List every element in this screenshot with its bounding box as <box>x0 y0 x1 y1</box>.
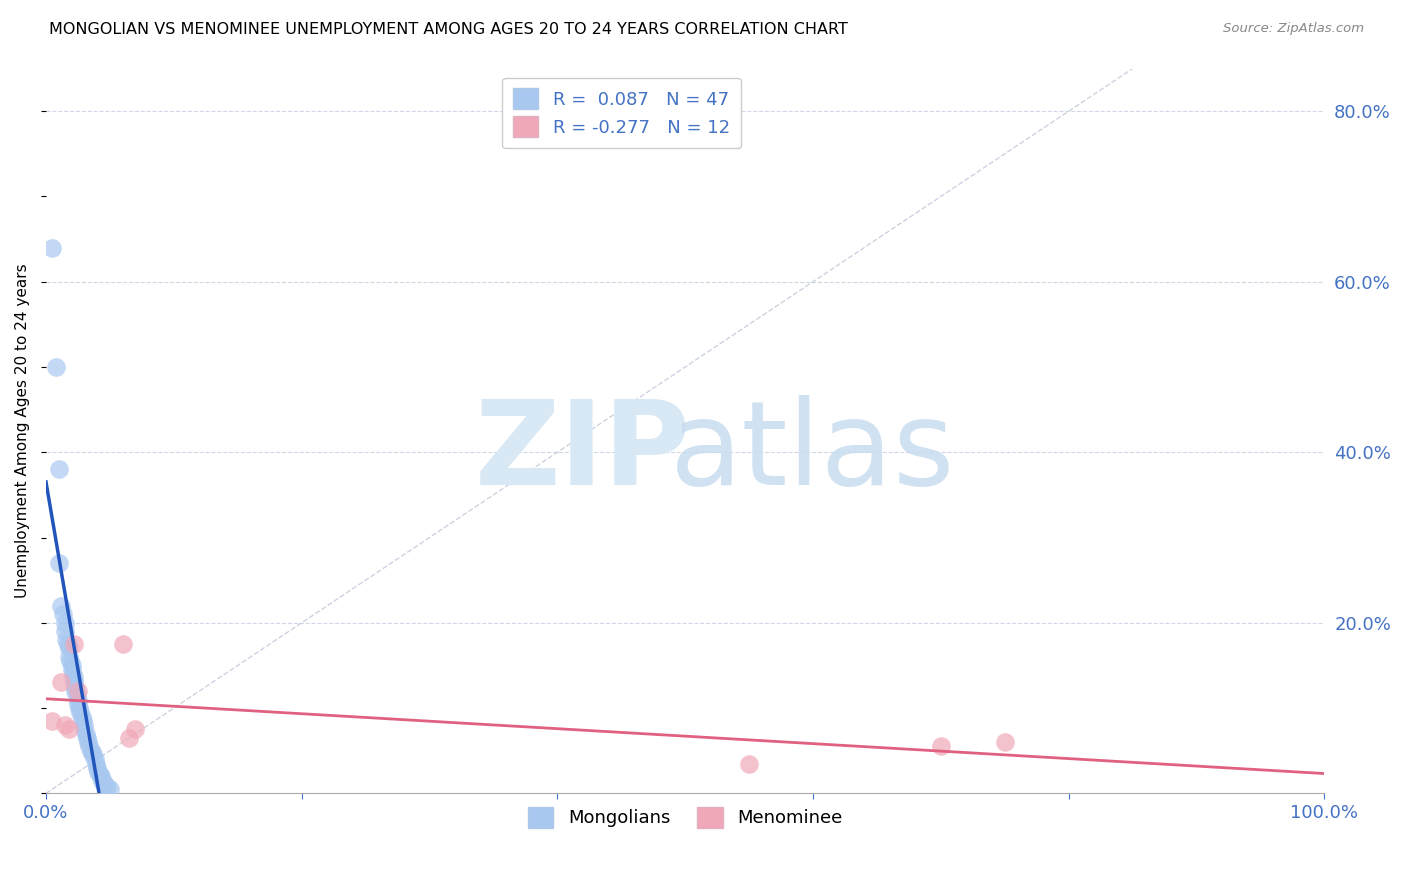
Text: Source: ZipAtlas.com: Source: ZipAtlas.com <box>1223 22 1364 36</box>
Point <box>84 756 107 771</box>
Point <box>86 761 108 775</box>
Point <box>53 615 76 630</box>
Point <box>52 607 75 622</box>
Point <box>73 723 96 737</box>
Point <box>48 556 70 570</box>
Point <box>63 637 86 651</box>
Point <box>93 776 115 790</box>
Point <box>98 782 121 797</box>
Point <box>58 723 80 737</box>
Point <box>45 359 67 374</box>
Point <box>41 714 63 728</box>
Point <box>75 726 97 740</box>
Point <box>66 692 89 706</box>
Point <box>48 462 70 476</box>
Point <box>91 773 114 788</box>
Point <box>118 731 141 745</box>
Y-axis label: Unemployment Among Ages 20 to 24 years: Unemployment Among Ages 20 to 24 years <box>15 264 30 599</box>
Text: atlas: atlas <box>671 395 956 510</box>
Point <box>94 778 117 792</box>
Point <box>65 680 87 694</box>
Point <box>41 241 63 255</box>
Point <box>124 723 146 737</box>
Point <box>80 746 103 760</box>
Point <box>51 599 73 613</box>
Point <box>96 780 118 794</box>
Point <box>83 752 105 766</box>
Point <box>53 624 76 639</box>
Point <box>69 706 91 720</box>
Point <box>60 658 83 673</box>
Point <box>66 697 89 711</box>
Text: ZIP: ZIP <box>475 395 690 510</box>
Point <box>60 663 83 677</box>
Point <box>90 769 112 783</box>
Point <box>111 637 134 651</box>
Point <box>65 684 87 698</box>
Point <box>89 767 111 781</box>
Point <box>51 675 73 690</box>
Point <box>63 671 86 685</box>
Point <box>53 718 76 732</box>
Point <box>66 684 89 698</box>
Point <box>76 731 98 745</box>
Point <box>67 701 90 715</box>
Point <box>77 735 100 749</box>
Point <box>994 735 1017 749</box>
Point <box>55 632 77 647</box>
Point <box>87 765 110 780</box>
Point <box>62 667 84 681</box>
Point <box>59 654 82 668</box>
Point <box>79 739 101 754</box>
Legend: Mongolians, Menominee: Mongolians, Menominee <box>520 800 849 835</box>
Point <box>66 688 89 702</box>
Point <box>70 709 93 723</box>
Point <box>73 718 96 732</box>
Point <box>63 675 86 690</box>
Point <box>738 756 761 771</box>
Point <box>82 747 104 762</box>
Point <box>72 714 94 728</box>
Point <box>58 649 80 664</box>
Point <box>58 641 80 656</box>
Text: MONGOLIAN VS MENOMINEE UNEMPLOYMENT AMONG AGES 20 TO 24 YEARS CORRELATION CHART: MONGOLIAN VS MENOMINEE UNEMPLOYMENT AMON… <box>49 22 848 37</box>
Point <box>56 637 79 651</box>
Point <box>80 744 103 758</box>
Point <box>929 739 952 754</box>
